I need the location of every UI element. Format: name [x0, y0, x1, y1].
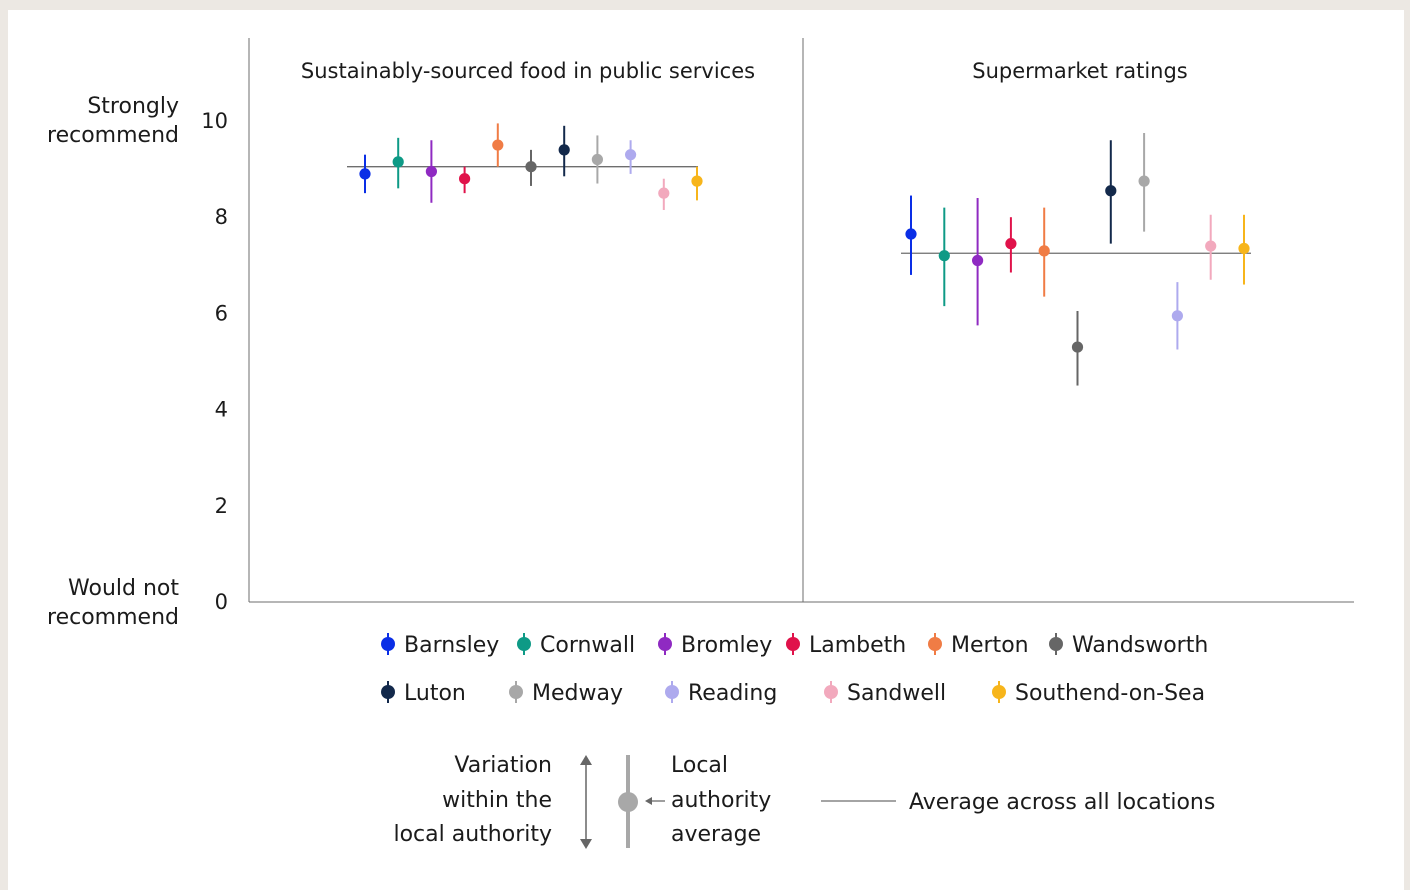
mean-point-reading	[625, 149, 637, 161]
mean-point-merton	[492, 139, 504, 151]
mean-point-medway	[591, 153, 604, 166]
mean-point-medway	[1138, 175, 1150, 187]
legend-label: Cornwall	[540, 633, 635, 658]
key-arrow-down-icon	[580, 839, 592, 849]
key-average-label: Average across all locations	[909, 790, 1215, 815]
legend-marker-dot	[517, 637, 531, 651]
legend-label: Wandsworth	[1072, 633, 1208, 658]
chart: 0 2 4 6 8 10 Strongly recommend Would not recomme…	[47, 38, 1354, 849]
legend-marker-dot	[381, 637, 395, 651]
legend-label: Reading	[688, 681, 777, 706]
legend-marker-dot	[509, 685, 523, 699]
legend-marker-dot	[992, 685, 1006, 699]
key-arrow-up-icon	[580, 755, 592, 765]
mean-point-bromley	[972, 254, 984, 267]
legend-label: Lambeth	[809, 633, 906, 658]
mean-point-barnsley	[905, 228, 917, 240]
y-tick-label: 0	[215, 590, 228, 614]
key-example-dot	[618, 792, 638, 812]
legend-label: Merton	[951, 633, 1029, 658]
mean-point-luton	[1105, 185, 1117, 197]
y-top-label-line: recommend	[47, 123, 179, 148]
key-pointer-icon	[645, 797, 652, 805]
mean-point-sandwell	[1205, 240, 1217, 252]
mean-point-southend-on-sea	[691, 175, 703, 187]
key-local-average-text: average	[671, 822, 761, 847]
legend-label: Medway	[532, 681, 623, 706]
legend-marker-dot	[381, 685, 395, 699]
legend-label: Sandwell	[847, 681, 946, 706]
legend-marker-dot	[786, 637, 800, 651]
mean-point-barnsley	[359, 168, 371, 180]
mean-point-wandsworth	[1071, 341, 1084, 353]
mean-point-lambeth	[1005, 238, 1017, 250]
legend-label: Luton	[404, 681, 466, 706]
y-bottom-label-line: Would not	[68, 576, 179, 601]
key-variation-text: local authority	[393, 822, 552, 847]
y-bottom-label-line: recommend	[47, 605, 179, 630]
y-tick-label: 6	[215, 301, 228, 325]
mean-point-cornwall	[392, 156, 404, 168]
panel-title: Sustainably-sourced food in public servi…	[301, 59, 755, 83]
mean-point-southend-on-sea	[1238, 242, 1250, 255]
y-tick-label: 10	[201, 109, 228, 133]
y-tick-label: 2	[215, 494, 228, 518]
mean-point-luton	[558, 144, 570, 156]
mean-point-merton	[1038, 245, 1050, 257]
key-variation-text: Variation	[454, 753, 552, 778]
mean-point-sandwell	[658, 187, 670, 199]
mean-point-reading	[1171, 310, 1183, 322]
legend-label: Barnsley	[404, 633, 499, 658]
legend-marker-dot	[824, 685, 838, 699]
legend-marker-dot	[1049, 637, 1063, 651]
y-top-label-line: Strongly	[87, 94, 179, 119]
key-variation-text: within the	[442, 788, 552, 813]
panel-title: Supermarket ratings	[972, 59, 1188, 83]
legend-marker-dot	[665, 685, 679, 699]
legend-label: Bromley	[681, 633, 772, 658]
mean-point-bromley	[425, 165, 437, 178]
key-local-average-text: Local	[671, 753, 728, 778]
legend-label: Southend-on-Sea	[1015, 681, 1205, 706]
key-local-average-text: authority	[671, 788, 771, 813]
mean-point-lambeth	[459, 173, 471, 185]
chart-card: 0 2 4 6 8 10 Strongly recommend Would not recomme…	[8, 10, 1404, 890]
y-tick-label: 8	[215, 205, 228, 229]
mean-point-cornwall	[938, 250, 950, 262]
y-tick-label: 4	[215, 398, 228, 422]
mean-point-wandsworth	[525, 161, 537, 173]
legend-marker-dot	[928, 637, 942, 651]
legend-marker-dot	[658, 637, 672, 651]
